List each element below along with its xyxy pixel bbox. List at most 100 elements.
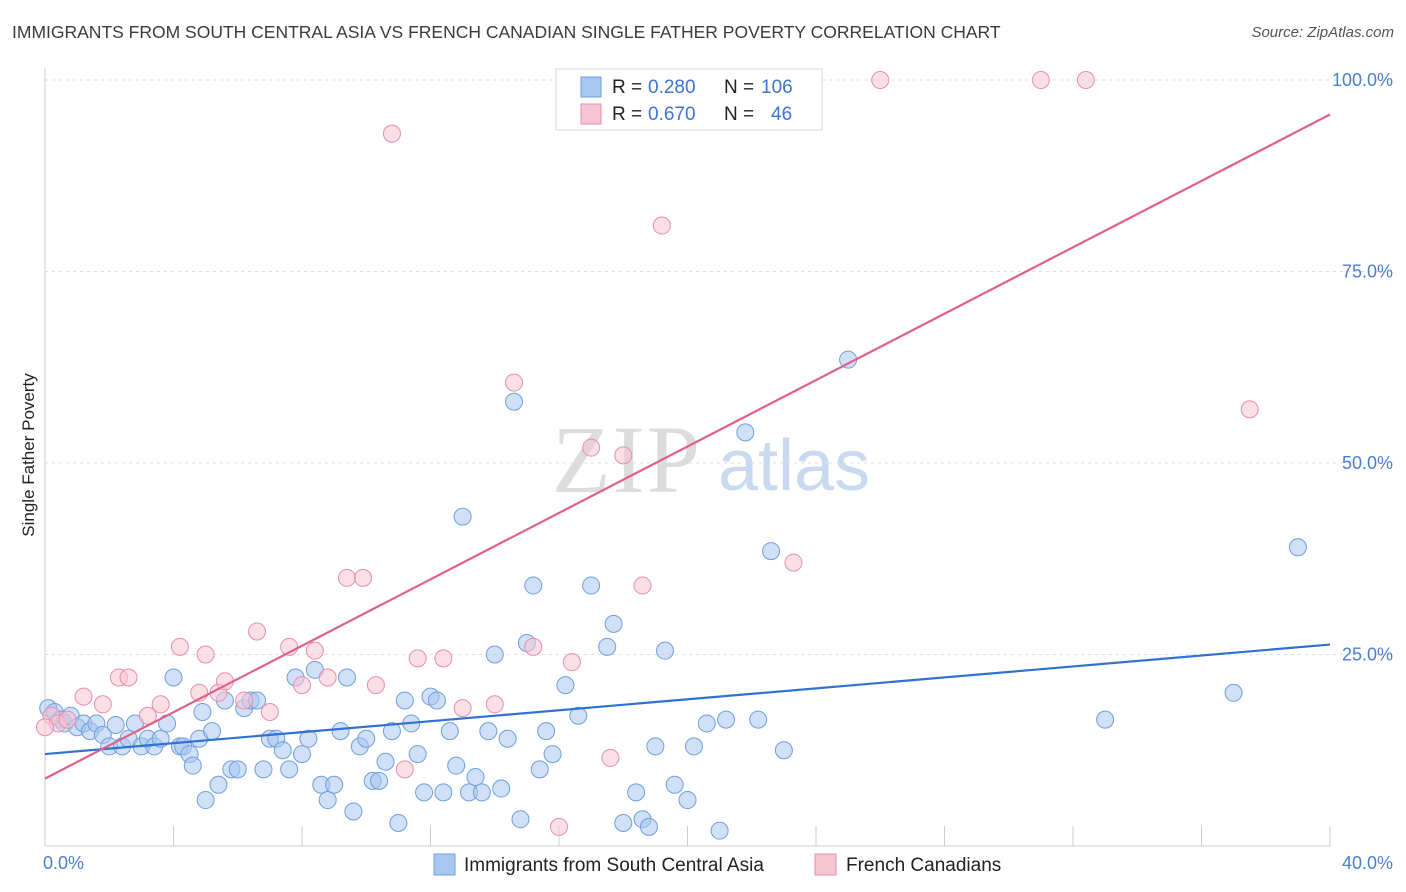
x-tick-label: 0.0% [43, 853, 84, 873]
y-axis-title: Single Father Poverty [19, 373, 38, 537]
data-point [366, 676, 385, 695]
data-point [639, 817, 658, 836]
trend-line [44, 643, 1331, 756]
data-point [784, 553, 803, 572]
stats-n-value-1: 106 [761, 77, 793, 98]
data-point [598, 637, 617, 656]
data-point [717, 710, 736, 729]
series-legend: Immigrants from South Central Asia Frenc… [433, 853, 1001, 876]
data-point [74, 687, 93, 706]
data-point [1224, 683, 1243, 702]
y-tick-label: 75.0% [1342, 262, 1393, 282]
data-point [170, 637, 189, 656]
stats-legend-swatch-pink [580, 103, 602, 125]
data-point [530, 760, 549, 779]
data-point [196, 791, 215, 810]
data-point [254, 760, 273, 779]
data-point [1288, 538, 1307, 557]
data-point [556, 676, 575, 695]
data-point [543, 745, 562, 764]
data-point [260, 702, 279, 721]
data-point [1031, 71, 1050, 89]
data-point [710, 821, 729, 840]
data-point [505, 392, 524, 411]
data-point [447, 756, 466, 775]
series-legend-swatch-immigrants [433, 853, 456, 876]
data-point [344, 802, 363, 821]
data-point [466, 768, 485, 787]
data-point [537, 722, 556, 741]
x-tick-label: 40.0% [1342, 853, 1393, 873]
data-point [415, 783, 434, 802]
data-point [569, 706, 588, 725]
data-point [472, 783, 491, 802]
data-point [453, 507, 472, 526]
data-point [492, 779, 511, 798]
data-point [389, 814, 408, 833]
data-point [93, 695, 112, 714]
data-point [656, 641, 675, 660]
trend-lines [44, 113, 1331, 780]
data-point [434, 783, 453, 802]
data-point [427, 691, 446, 710]
data-point [280, 760, 299, 779]
data-point [318, 668, 337, 687]
data-point [382, 124, 401, 143]
tick-labels: 25.0% 50.0% 75.0% 100.0% 0.0% 40.0% [43, 70, 1393, 873]
data-point [58, 710, 77, 729]
data-point [151, 695, 170, 714]
data-point [248, 622, 267, 641]
data-point [601, 748, 620, 767]
data-point [1076, 71, 1095, 89]
data-point [119, 668, 138, 687]
data-point [331, 722, 350, 741]
data-point [408, 649, 427, 668]
chart-source: Source: ZipAtlas.com [1251, 24, 1394, 41]
data-point [1096, 710, 1115, 729]
data-point [485, 695, 504, 714]
data-point [498, 729, 517, 748]
data-point [505, 373, 524, 392]
data-point [440, 722, 459, 741]
data-point [209, 775, 228, 794]
data-point [524, 637, 543, 656]
data-point [604, 614, 623, 633]
data-point [736, 423, 755, 442]
series-french-canadians-points [36, 71, 1259, 836]
data-point [871, 71, 890, 89]
data-point [395, 691, 414, 710]
data-point [203, 722, 222, 741]
watermark: ZIP atlas [552, 406, 870, 513]
data-point [1240, 400, 1259, 419]
trend-line [44, 113, 1331, 780]
data-point [193, 702, 212, 721]
data-point [550, 817, 568, 836]
data-point [652, 216, 671, 235]
grid-lines [45, 79, 1392, 655]
data-point [582, 438, 601, 457]
stats-n-value-2: 46 [771, 104, 792, 125]
data-point [196, 645, 215, 664]
series-legend-label-french-canadians: French Canadians [846, 855, 1001, 876]
data-point [485, 645, 504, 664]
chart-title: IMMIGRANTS FROM SOUTH CENTRAL ASIA VS FR… [12, 22, 1001, 42]
data-point [106, 715, 125, 734]
stats-n-label-1: N = [724, 77, 754, 98]
data-point [183, 756, 202, 775]
stats-r-value-1: 0.280 [648, 77, 696, 98]
data-point [453, 699, 472, 718]
series-legend-label-immigrants: Immigrants from South Central Asia [464, 855, 764, 876]
data-point [305, 641, 324, 660]
data-point [293, 676, 311, 695]
data-point [697, 714, 716, 733]
y-tick-label: 100.0% [1332, 70, 1393, 90]
data-point [614, 814, 633, 833]
data-point [524, 576, 543, 595]
data-point [36, 718, 54, 737]
data-point [273, 741, 292, 760]
stats-legend-swatch-blue [580, 76, 602, 98]
data-point [293, 745, 311, 764]
data-point [408, 745, 427, 764]
data-point [582, 576, 601, 595]
